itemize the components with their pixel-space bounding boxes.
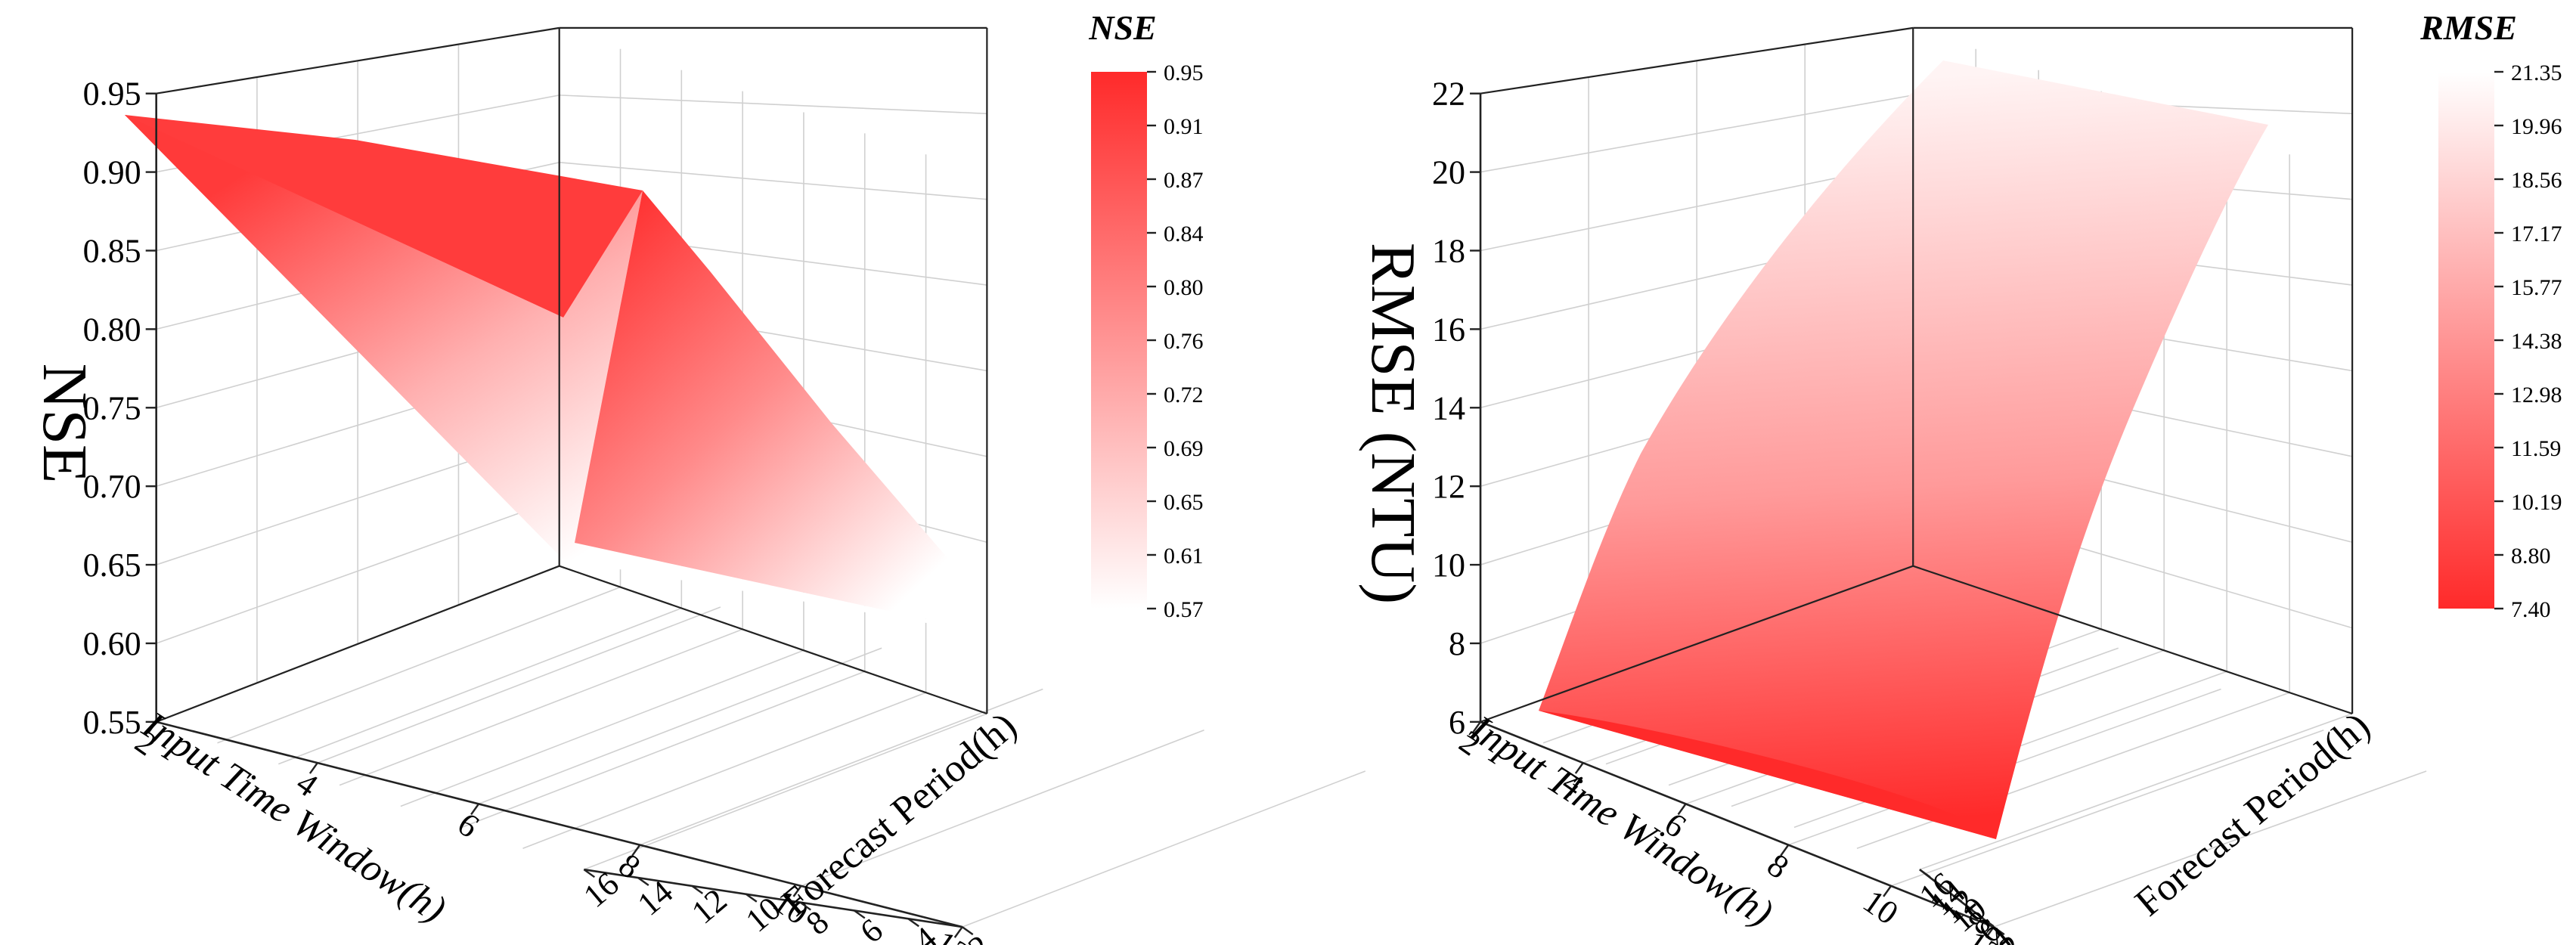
colorbar-tick-label: 7.40 bbox=[2511, 597, 2551, 622]
z-tick-label: 0.80 bbox=[83, 311, 141, 348]
colorbar-tick-label: 0.65 bbox=[1164, 490, 1204, 515]
surface-nse bbox=[125, 115, 1017, 639]
colorbar-tick-label: 0.72 bbox=[1164, 383, 1204, 407]
colorbar-tick-label: 0.61 bbox=[1164, 544, 1204, 569]
z-ticks-nse: 0.55 0.60 0.65 0.70 0.75 0.80 0.85 0.90 0.95 bbox=[83, 76, 157, 741]
colorbar-tick-label: 18.56 bbox=[2511, 168, 2562, 193]
z-tick-label: 0.65 bbox=[83, 547, 141, 584]
colorbar-tick-label: 17.17 bbox=[2511, 222, 2562, 246]
colorbar-tick-label: 15.77 bbox=[2511, 275, 2562, 300]
colorbar-rmse-ramp bbox=[2438, 72, 2494, 609]
z-tick-label: 0.95 bbox=[83, 76, 141, 113]
z-ticks-rmse: 6 8 10 12 14 16 18 20 22 bbox=[1432, 76, 1481, 741]
colorbar-nse: NSE 0.95 0.91 0.87 0.84 0.80 0.76 0.72 0.69 0.65… bbox=[1088, 8, 1203, 622]
surface-rmse-front-edge bbox=[1539, 711, 1996, 839]
z-tick-label: 6 bbox=[1449, 704, 1465, 741]
colorbar-tick-label: 0.95 bbox=[1164, 60, 1204, 85]
x-tick-label: 6 bbox=[451, 805, 485, 845]
z-tick-label: 14 bbox=[1432, 389, 1465, 426]
z-tick-label: 22 bbox=[1432, 76, 1465, 113]
colorbar-tick-label: 21.35 bbox=[2511, 60, 2562, 85]
colorbar-tick-label: 0.57 bbox=[1164, 597, 1204, 622]
z-axis-title-nse: NSE bbox=[29, 364, 100, 484]
colorbar-rmse: RMSE 21.35 19.96 18.56 17.17 15.77 14.38 12.98… bbox=[2419, 8, 2562, 622]
z-tick-label: 0.90 bbox=[83, 154, 141, 191]
colorbar-tick-label: 10.19 bbox=[2511, 490, 2562, 515]
x-tick-label: 8 bbox=[1761, 846, 1796, 886]
z-tick-label: 16 bbox=[1432, 311, 1465, 348]
z-tick-label: 0.55 bbox=[83, 704, 141, 741]
colorbar-tick-label: 12.98 bbox=[2511, 383, 2562, 407]
colorbar-tick-label: 0.91 bbox=[1164, 114, 1204, 139]
colorbar-tick-label: 0.76 bbox=[1164, 329, 1204, 354]
colorbar-tick-label: 0.84 bbox=[1164, 222, 1204, 246]
y-tick-label: 12 bbox=[684, 881, 733, 931]
surface-nse-top-facet bbox=[125, 115, 643, 318]
x-axis-title-nse: Input Time Window(h) bbox=[135, 703, 454, 931]
surface-nse-mid-facet bbox=[125, 115, 575, 559]
z-tick-label: 20 bbox=[1432, 154, 1465, 191]
colorbar-nse-ramp bbox=[1091, 72, 1147, 609]
z-tick-label: 8 bbox=[1449, 625, 1465, 662]
colorbar-tick-label: 0.69 bbox=[1164, 436, 1204, 461]
colorbar-rmse-title: RMSE bbox=[2419, 8, 2517, 47]
z-tick-label: 0.70 bbox=[83, 468, 141, 505]
colorbar-nse-title: NSE bbox=[1088, 8, 1156, 47]
surface-rmse bbox=[1539, 60, 2268, 839]
z-tick-label: 0.85 bbox=[83, 232, 141, 269]
colorbar-tick-label: 11.59 bbox=[2511, 436, 2561, 461]
y-tick-label: 6 bbox=[853, 911, 889, 945]
colorbar-tick-label: 14.38 bbox=[2511, 329, 2562, 354]
y-tick-label: 14 bbox=[631, 873, 680, 923]
axes-frame-rmse bbox=[1479, 26, 2354, 928]
colorbar-tick-label: 0.87 bbox=[1164, 168, 1204, 193]
z-tick-label: 12 bbox=[1432, 468, 1465, 505]
surface-rmse-body bbox=[1539, 60, 2268, 839]
z-tick-label: 0.75 bbox=[83, 389, 141, 426]
z-tick-label: 0.60 bbox=[83, 625, 141, 662]
colorbar-tick-label: 0.80 bbox=[1164, 275, 1204, 300]
surface-nse-right-facet bbox=[575, 191, 1017, 639]
x-tick-label: 10 bbox=[1856, 882, 1905, 931]
z-tick-label: 18 bbox=[1432, 232, 1465, 269]
z-axis-title-rmse: RMSE (NTU) bbox=[1358, 243, 1428, 604]
z-tick-label: 10 bbox=[1432, 547, 1465, 584]
colorbar-tick-label: 8.80 bbox=[2511, 544, 2551, 569]
colorbar-tick-label: 19.96 bbox=[2511, 114, 2562, 139]
y-ticks-rmse: 246810121416 bbox=[1912, 865, 2029, 945]
panel-nse: 0.550.600.650.700.750.800.850.900.95 246… bbox=[29, 8, 1366, 945]
